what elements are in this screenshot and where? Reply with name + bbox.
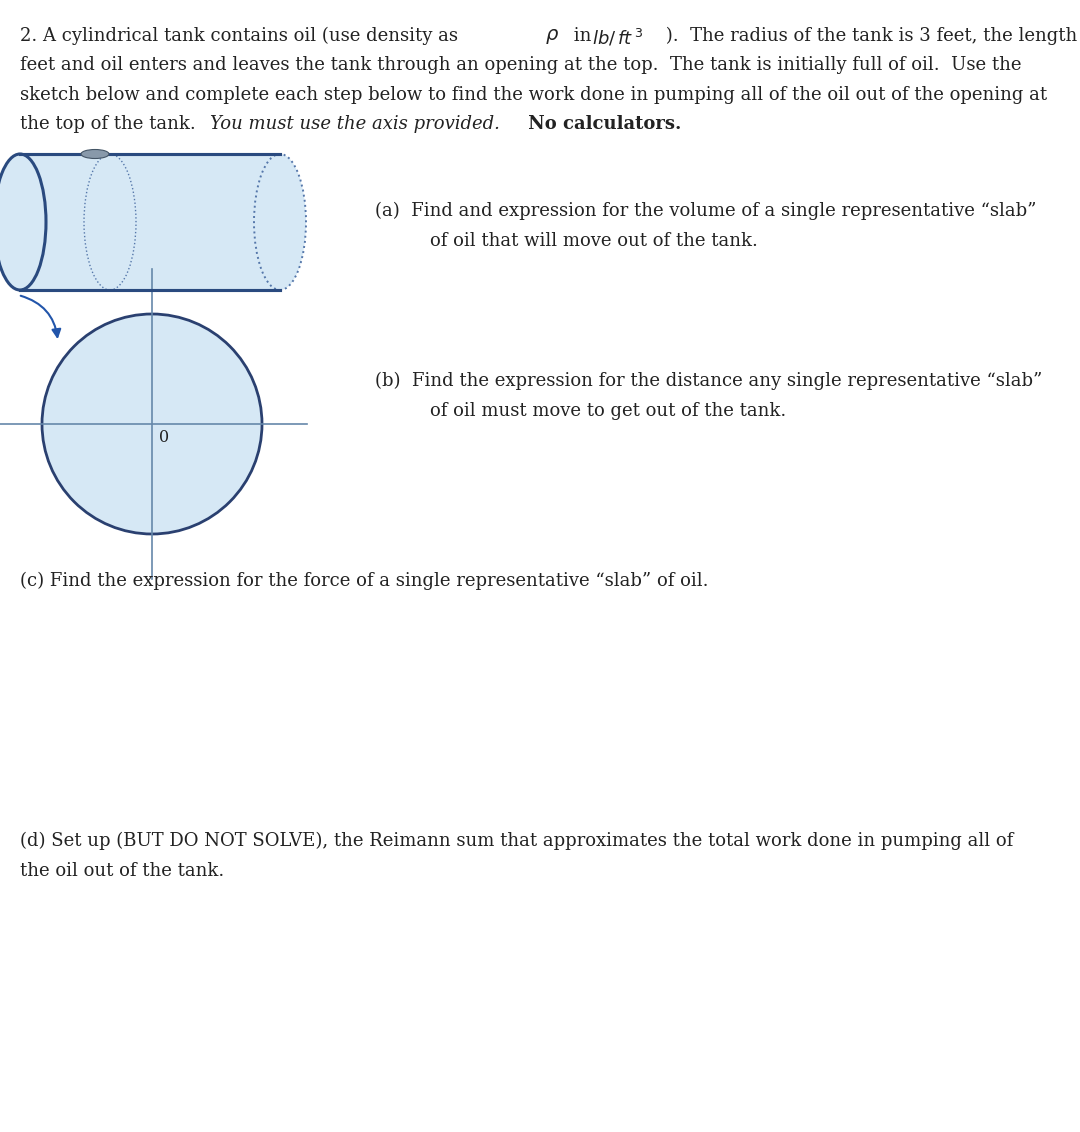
Text: (c) Find the expression for the force of a single representative “slab” of oil.: (c) Find the expression for the force of… <box>21 572 708 590</box>
Bar <box>21 154 280 290</box>
Text: (d) Set up (BUT DO NOT SOLVE), the Reimann sum that approximates the total work : (d) Set up (BUT DO NOT SOLVE), the Reima… <box>21 832 1013 850</box>
Ellipse shape <box>0 154 46 290</box>
Text: 0: 0 <box>159 429 170 446</box>
Text: the oil out of the tank.: the oil out of the tank. <box>21 861 225 880</box>
Text: No calculators.: No calculators. <box>522 115 681 134</box>
Circle shape <box>42 314 262 534</box>
Ellipse shape <box>254 154 306 290</box>
Text: 2. A cylindrical tank contains oil (use density as: 2. A cylindrical tank contains oil (use … <box>21 27 463 45</box>
Text: ).  The radius of the tank is 3 feet, the length is 12: ). The radius of the tank is 3 feet, the… <box>660 27 1080 45</box>
Text: of oil that will move out of the tank.: of oil that will move out of the tank. <box>430 232 758 250</box>
Text: sketch below and complete each step below to find the work done in pumping all o: sketch below and complete each step belo… <box>21 86 1048 104</box>
Text: in: in <box>568 27 597 45</box>
Text: $lb/\,ft^{\,3}$: $lb/\,ft^{\,3}$ <box>592 27 643 48</box>
Text: (b)  Find the expression for the distance any single representative “slab”: (b) Find the expression for the distance… <box>375 372 1042 391</box>
Text: of oil must move to get out of the tank.: of oil must move to get out of the tank. <box>430 402 786 420</box>
Text: $\rho$: $\rho$ <box>545 27 559 46</box>
Text: feet and oil enters and leaves the tank through an opening at the top.  The tank: feet and oil enters and leaves the tank … <box>21 57 1022 75</box>
Text: the top of the tank.: the top of the tank. <box>21 115 207 134</box>
Text: You must use the axis provided.: You must use the axis provided. <box>210 115 500 134</box>
Ellipse shape <box>81 149 109 158</box>
Text: (a)  Find and expression for the volume of a single representative “slab”: (a) Find and expression for the volume o… <box>375 201 1037 221</box>
